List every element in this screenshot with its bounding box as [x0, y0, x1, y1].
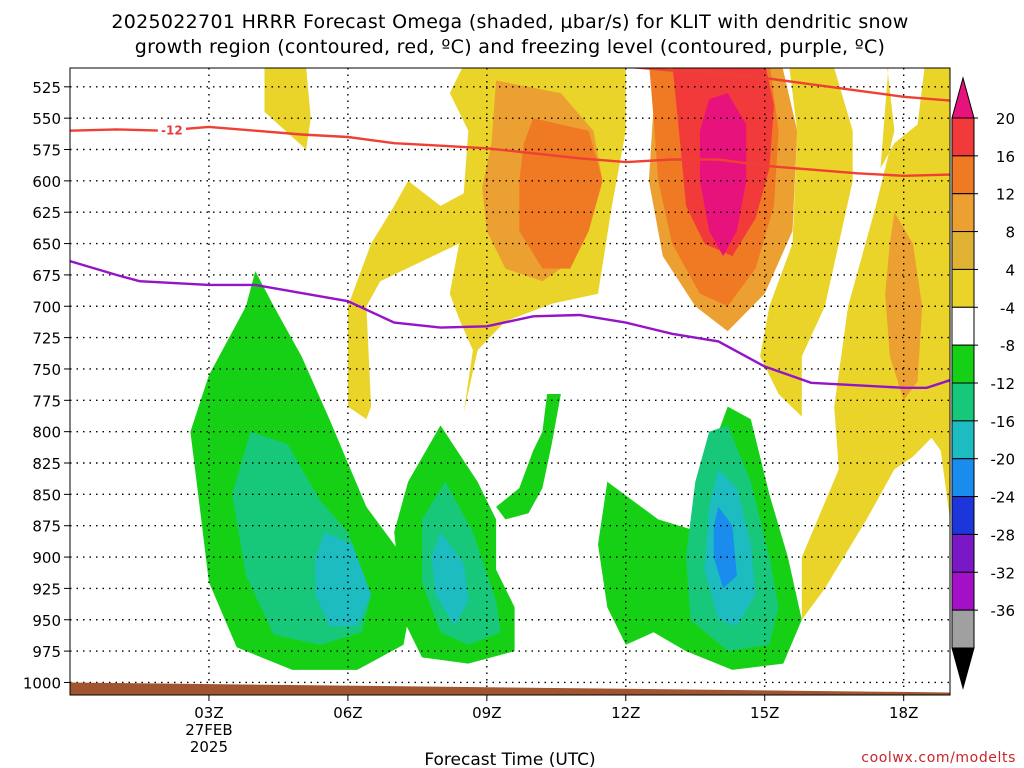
- y-tick-label-650: 650: [32, 236, 61, 254]
- x-axis-label: Forecast Time (UTC): [424, 750, 595, 768]
- contour-line-2: [70, 259, 950, 389]
- omega-region-11: [315, 532, 372, 626]
- colorbar-box-0: [951, 117, 975, 157]
- y-tick-label-900: 900: [32, 549, 61, 567]
- colorbar-label-4: 4: [1005, 261, 1015, 279]
- y-tick-label-850: 850: [32, 486, 61, 504]
- y-tick-label-1000: 1000: [23, 674, 61, 692]
- colorbar-label--8: -8: [1000, 337, 1015, 355]
- contour-label-bg: [157, 121, 186, 140]
- y-tick-label-525: 525: [32, 79, 61, 97]
- y-tick-label-600: 600: [32, 173, 61, 191]
- y-tick-label-875: 875: [32, 518, 61, 536]
- colorbar-box-4: [951, 268, 975, 308]
- terrain-layer: [70, 682, 950, 695]
- colorbar-box-1: [951, 155, 975, 195]
- colorbar-bottom-arrow: [951, 647, 975, 690]
- plot-frame: [69, 67, 951, 696]
- contour-label: -12: [161, 124, 183, 138]
- chart-title-line1: 2025022701 HRRR Forecast Omega (shaded, …: [111, 11, 908, 33]
- contour-line-0: [70, 125, 950, 178]
- x-tick-label-09Z: 09Z: [472, 704, 501, 722]
- y-tick-label-775: 775: [32, 392, 61, 410]
- colorbar-label--32: -32: [991, 564, 1016, 582]
- colorbar-label-12: 12: [996, 186, 1015, 204]
- y-tick-label-975: 975: [32, 643, 61, 661]
- colorbar-label-20: 20: [996, 110, 1015, 128]
- omega-region-0: [264, 68, 311, 150]
- colorbar-box-11: [951, 533, 975, 573]
- colorbar-box-7: [951, 382, 975, 422]
- y-tick-label-675: 675: [32, 267, 61, 285]
- x-tick-label-06Z: 06Z: [333, 704, 362, 722]
- colorbar-label--16: -16: [991, 413, 1016, 431]
- x-year-label: 2025: [190, 738, 228, 756]
- y-tick-label-725: 725: [32, 330, 61, 348]
- y-tick-label-800: 800: [32, 424, 61, 442]
- grid-lines: [70, 68, 950, 695]
- x-date-label: 27FEB: [185, 721, 232, 739]
- chart-title-line2: growth region (contoured, red, ºC) and f…: [135, 36, 886, 58]
- colorbar-box-12: [951, 571, 975, 611]
- colorbar-label-8: 8: [1005, 224, 1015, 242]
- y-tick-label-925: 925: [32, 580, 61, 598]
- colorbar-box-2: [951, 193, 975, 233]
- omega-region-15: [496, 394, 561, 520]
- y-tick-label-825: 825: [32, 455, 61, 473]
- colorbar-box-10: [951, 496, 975, 535]
- colorbar-label--4: -4: [1000, 299, 1015, 317]
- credit-text: coolwx.com/modelts: [861, 750, 1016, 766]
- y-axis-ticks: 525 550 575 600 625 650 675 700 725 750 775 800 825 8…: [23, 79, 70, 692]
- colorbar-label--36: -36: [991, 602, 1016, 620]
- x-tick-label-03Z: 03Z: [194, 704, 223, 722]
- colorbar-top-arrow: [951, 76, 975, 119]
- y-tick-label-950: 950: [32, 612, 61, 630]
- y-tick-label-700: 700: [32, 298, 61, 316]
- colorbar-label--20: -20: [991, 451, 1016, 469]
- terrain-surface: [70, 682, 950, 695]
- colorbar-label--28: -28: [991, 526, 1016, 544]
- omega-region-5: [519, 118, 603, 269]
- colorbar-box-13: [951, 609, 975, 649]
- colorbar-box-5: [951, 306, 975, 346]
- colorbar-box-9: [951, 458, 975, 498]
- colorbar-box-6: [951, 344, 975, 384]
- colorbar-box-8: [951, 420, 975, 460]
- colorbar-label-16: 16: [996, 148, 1015, 166]
- contour-line-1: [626, 68, 950, 102]
- contour-lines: -12: [70, 68, 950, 389]
- x-tick-label-18Z: 18Z: [889, 704, 918, 722]
- colorbar-box-3: [951, 231, 975, 270]
- omega-shading: [190, 68, 950, 670]
- y-tick-label-575: 575: [32, 142, 61, 160]
- y-tick-label-750: 750: [32, 361, 61, 379]
- colorbar: 20 16 12 8 4 -4 -8 -12 -16 -20 -24 -28 -32 -36: [951, 76, 1016, 690]
- omega-region-14: [431, 532, 469, 626]
- colorbar-label--12: -12: [991, 375, 1016, 393]
- x-tick-label-15Z: 15Z: [750, 704, 779, 722]
- y-tick-label-625: 625: [32, 204, 61, 222]
- colorbar-label--24: -24: [991, 489, 1016, 507]
- x-tick-label-12Z: 12Z: [611, 704, 640, 722]
- omega-region-4: [885, 212, 923, 401]
- y-tick-label-550: 550: [32, 110, 61, 128]
- omega-region-8: [699, 93, 747, 257]
- omega-region-19: [713, 506, 737, 589]
